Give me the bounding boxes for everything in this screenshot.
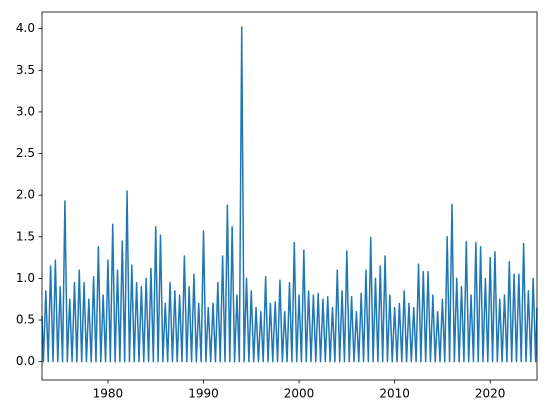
y-tick-label: 1.5 xyxy=(16,229,35,243)
axes-frame xyxy=(41,11,538,381)
y-tick-label: 3.0 xyxy=(16,104,35,118)
y-tick-label: 2.5 xyxy=(16,146,35,160)
x-tick-label: 1980 xyxy=(93,387,124,401)
y-tick-label: 0.0 xyxy=(16,354,35,368)
y-tick-label: 3.5 xyxy=(16,63,35,77)
y-tick-label: 1.0 xyxy=(16,271,35,285)
x-tick-label: 1990 xyxy=(188,387,219,401)
y-tick-label: 0.5 xyxy=(16,313,35,327)
y-tick-label: 2.0 xyxy=(16,188,35,202)
y-tick-label: 4.0 xyxy=(16,21,35,35)
data-line xyxy=(41,26,538,363)
x-tick-label: 2010 xyxy=(379,387,410,401)
x-tick-label: 2020 xyxy=(475,387,506,401)
x-tick-label: 2000 xyxy=(284,387,315,401)
